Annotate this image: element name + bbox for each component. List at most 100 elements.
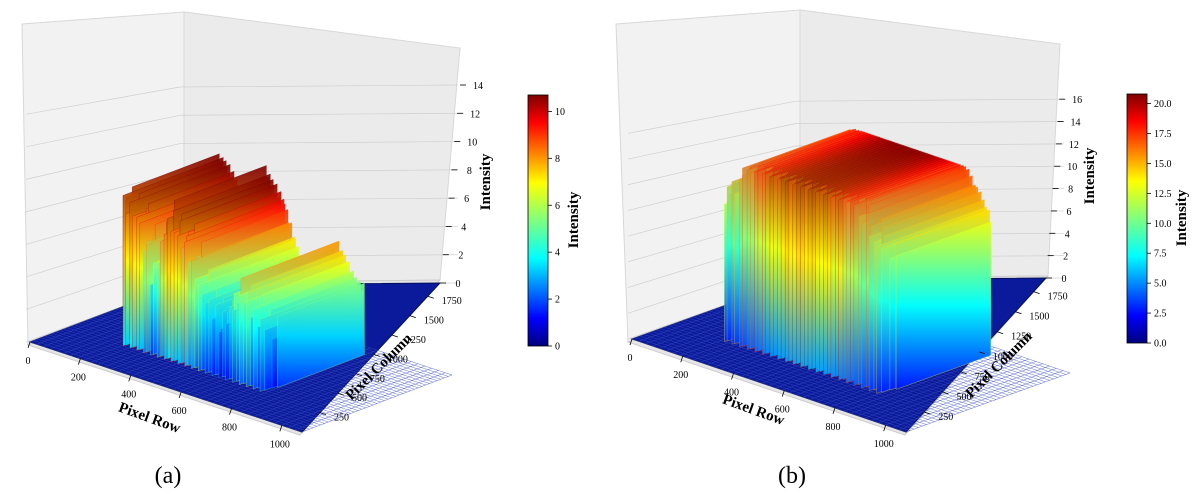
colorbar-b: 0.0 2.5 5.0 7.5 10.0 12.5 15.0 17.5 20.0 Intensi… bbox=[1126, 93, 1190, 350]
y-tick-mark bbox=[355, 373, 363, 377]
x-axis-label-b: Pixel Row bbox=[720, 392, 786, 429]
x-tick-label: 200 bbox=[71, 373, 86, 384]
x-ticks-b: 0 200 400 600 800 1000 bbox=[628, 338, 894, 450]
colorbar-a-label: Intensity bbox=[566, 191, 582, 248]
z-tick-label: 0 bbox=[456, 279, 461, 290]
x-tick-label: 800 bbox=[825, 422, 840, 433]
z-tick-label: 2 bbox=[1063, 252, 1068, 263]
y-tick-label: 750 bbox=[975, 372, 990, 383]
x-tick-mark bbox=[680, 356, 684, 363]
surface-strip bbox=[895, 221, 992, 390]
colorbar-tick-label: 12.5 bbox=[1154, 189, 1172, 200]
colorbar-b-ticks: 0.0 2.5 5.0 7.5 10.0 12.5 15.0 17.5 20.0 bbox=[1147, 99, 1172, 350]
grid-line bbox=[179, 84, 459, 88]
y-tick-mark bbox=[337, 392, 345, 396]
surface-strip bbox=[277, 282, 365, 388]
y-tick-label: 1250 bbox=[1011, 332, 1031, 343]
floor-mesh-line bbox=[851, 354, 1016, 414]
z-tick-label: 12 bbox=[470, 109, 480, 120]
y-tick-mark bbox=[960, 371, 967, 375]
floor-mesh-line bbox=[254, 359, 405, 417]
colorbar-a: 0 2 4 6 8 10 Intensity bbox=[527, 94, 582, 353]
x-tick-mark bbox=[883, 424, 887, 432]
y-tick-mark bbox=[319, 412, 327, 415]
x-tick-label: 1000 bbox=[270, 439, 290, 450]
floor-mesh-line bbox=[267, 363, 419, 421]
z-tick-label: 8 bbox=[1068, 185, 1073, 196]
grid-line bbox=[627, 145, 797, 186]
grid-line bbox=[25, 86, 181, 115]
y-tick-label: 250 bbox=[334, 413, 349, 424]
floor-mesh-line bbox=[247, 356, 398, 415]
x-tick-mark bbox=[781, 390, 785, 397]
z-ticks-b: 0 2 4 6 8 10 12 14 16 bbox=[1046, 95, 1082, 285]
floor-mesh-line bbox=[227, 350, 378, 408]
x-tick-label: 600 bbox=[172, 406, 187, 417]
y-tick-label: 500 bbox=[352, 393, 367, 404]
z-tick-label: 2 bbox=[458, 251, 463, 262]
grid-line bbox=[795, 121, 1065, 124]
z-tick-label: 10 bbox=[1067, 162, 1077, 173]
floor-mesh-line bbox=[274, 365, 425, 424]
floor-mesh-line bbox=[864, 358, 1029, 419]
panel-label-a: (a) bbox=[155, 463, 182, 489]
z-tick-label: 0 bbox=[1062, 274, 1067, 285]
colorbar-tick-label: 2 bbox=[555, 295, 560, 306]
z-tick-label: 6 bbox=[464, 194, 469, 205]
x-tick-mark bbox=[629, 338, 633, 346]
y-tick-label: 1000 bbox=[388, 354, 408, 365]
surface-a bbox=[122, 153, 365, 392]
y-tick-mark bbox=[924, 411, 931, 415]
y-tick-label: 250 bbox=[938, 412, 953, 423]
z-tick-label: 14 bbox=[473, 81, 483, 92]
grid-line bbox=[25, 114, 181, 148]
floor-mesh-line bbox=[288, 370, 439, 428]
y-tick-mark bbox=[409, 315, 416, 318]
z-tick-label: 6 bbox=[1066, 207, 1071, 218]
y-tick-mark bbox=[373, 354, 381, 357]
x-tick-label: 200 bbox=[673, 370, 688, 381]
grid-line bbox=[627, 100, 797, 134]
x-tick-label: 400 bbox=[724, 387, 739, 398]
x-tick-label: 1000 bbox=[874, 439, 894, 450]
x-tick-mark bbox=[832, 407, 836, 415]
z-tick-label: 12 bbox=[1069, 140, 1079, 151]
y-tick-label: 1250 bbox=[406, 335, 426, 346]
colorbar-tick-label: 7.5 bbox=[1154, 249, 1167, 260]
grid-line bbox=[795, 98, 1065, 102]
x-tick-mark bbox=[178, 391, 182, 399]
colorbar-tick-label: 6 bbox=[555, 201, 560, 212]
z-tick-label: 14 bbox=[1071, 118, 1081, 129]
z-tick-label: 4 bbox=[1065, 229, 1070, 240]
colorbar-tick-label: 4 bbox=[555, 248, 560, 259]
y-tick-label: 1750 bbox=[1048, 292, 1068, 303]
grid-line bbox=[179, 112, 459, 116]
grid-line bbox=[179, 141, 459, 144]
floor-mesh-line bbox=[844, 351, 1009, 412]
x-ticks-a: 0 200 400 600 800 1000 bbox=[26, 341, 290, 450]
floor-mesh-line bbox=[857, 356, 1023, 416]
y-tick-label: 500 bbox=[956, 392, 971, 403]
floor-mesh-line bbox=[878, 363, 1043, 423]
floor-mesh-line bbox=[301, 374, 453, 433]
floor-mesh-line bbox=[885, 365, 1050, 426]
colorbar-b-gradient bbox=[1126, 93, 1148, 344]
y-tick-mark bbox=[1033, 291, 1040, 295]
colorbar-tick-label: 10.0 bbox=[1154, 219, 1172, 230]
floor-mesh-line bbox=[261, 361, 412, 419]
colorbar-tick-label: 8 bbox=[555, 154, 560, 165]
x-tick-label: 800 bbox=[222, 423, 237, 434]
colorbar-tick-label: 0.0 bbox=[1154, 339, 1167, 350]
x-tick-mark bbox=[229, 408, 232, 415]
floor-mesh-line bbox=[892, 368, 1057, 428]
x-tick-label: 0 bbox=[628, 353, 633, 364]
z-ticks-a: 0 2 4 6 8 10 12 14 bbox=[440, 81, 483, 290]
y-tick-mark bbox=[942, 391, 949, 395]
x-tick-mark bbox=[731, 373, 734, 380]
x-tick-mark bbox=[77, 358, 81, 365]
panel-label-b: (b) bbox=[778, 463, 806, 489]
x-tick-label: 0 bbox=[26, 356, 31, 367]
